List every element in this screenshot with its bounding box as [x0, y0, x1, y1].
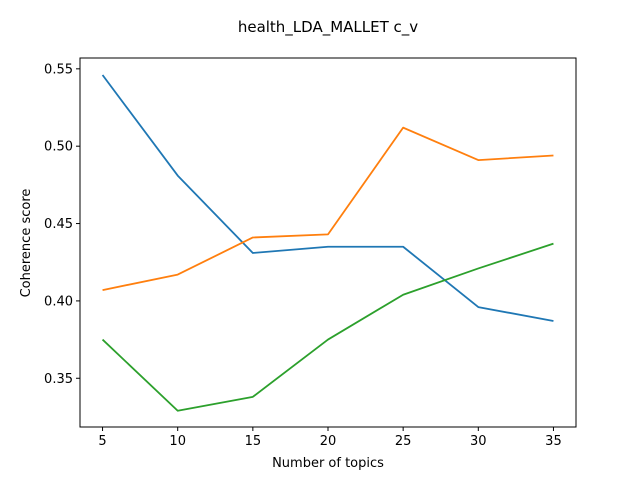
- y-tick-label: 0.50: [44, 140, 73, 155]
- y-tick-label: 0.40: [44, 294, 73, 309]
- plot-lines: [101, 74, 554, 412]
- x-tick-label: 20: [320, 434, 337, 449]
- x-tick-label: 15: [245, 434, 262, 449]
- chart-title: health_LDA_MALLET c_v: [238, 18, 418, 37]
- y-tick-label: 0.45: [44, 217, 73, 232]
- x-axis-label: Number of topics: [272, 456, 384, 471]
- x-tick-label: 5: [98, 434, 106, 449]
- y-axis-label: Coherence score: [19, 189, 34, 298]
- x-tick-label: 35: [545, 434, 562, 449]
- x-tick-label: 30: [470, 434, 487, 449]
- y-tick-label: 0.35: [44, 372, 73, 387]
- x-tick-label: 10: [169, 434, 186, 449]
- x-tick-label: 25: [395, 434, 412, 449]
- series-line-1: [101, 74, 554, 322]
- series-line-3: [101, 242, 554, 412]
- x-axis-ticks: 5 10 15 20 25 30 35: [98, 427, 562, 449]
- y-tick-label: 0.55: [44, 62, 73, 77]
- series-line-2: [102, 126, 554, 291]
- y-axis-ticks: 0.35 0.40 0.45 0.50 0.55: [44, 62, 80, 387]
